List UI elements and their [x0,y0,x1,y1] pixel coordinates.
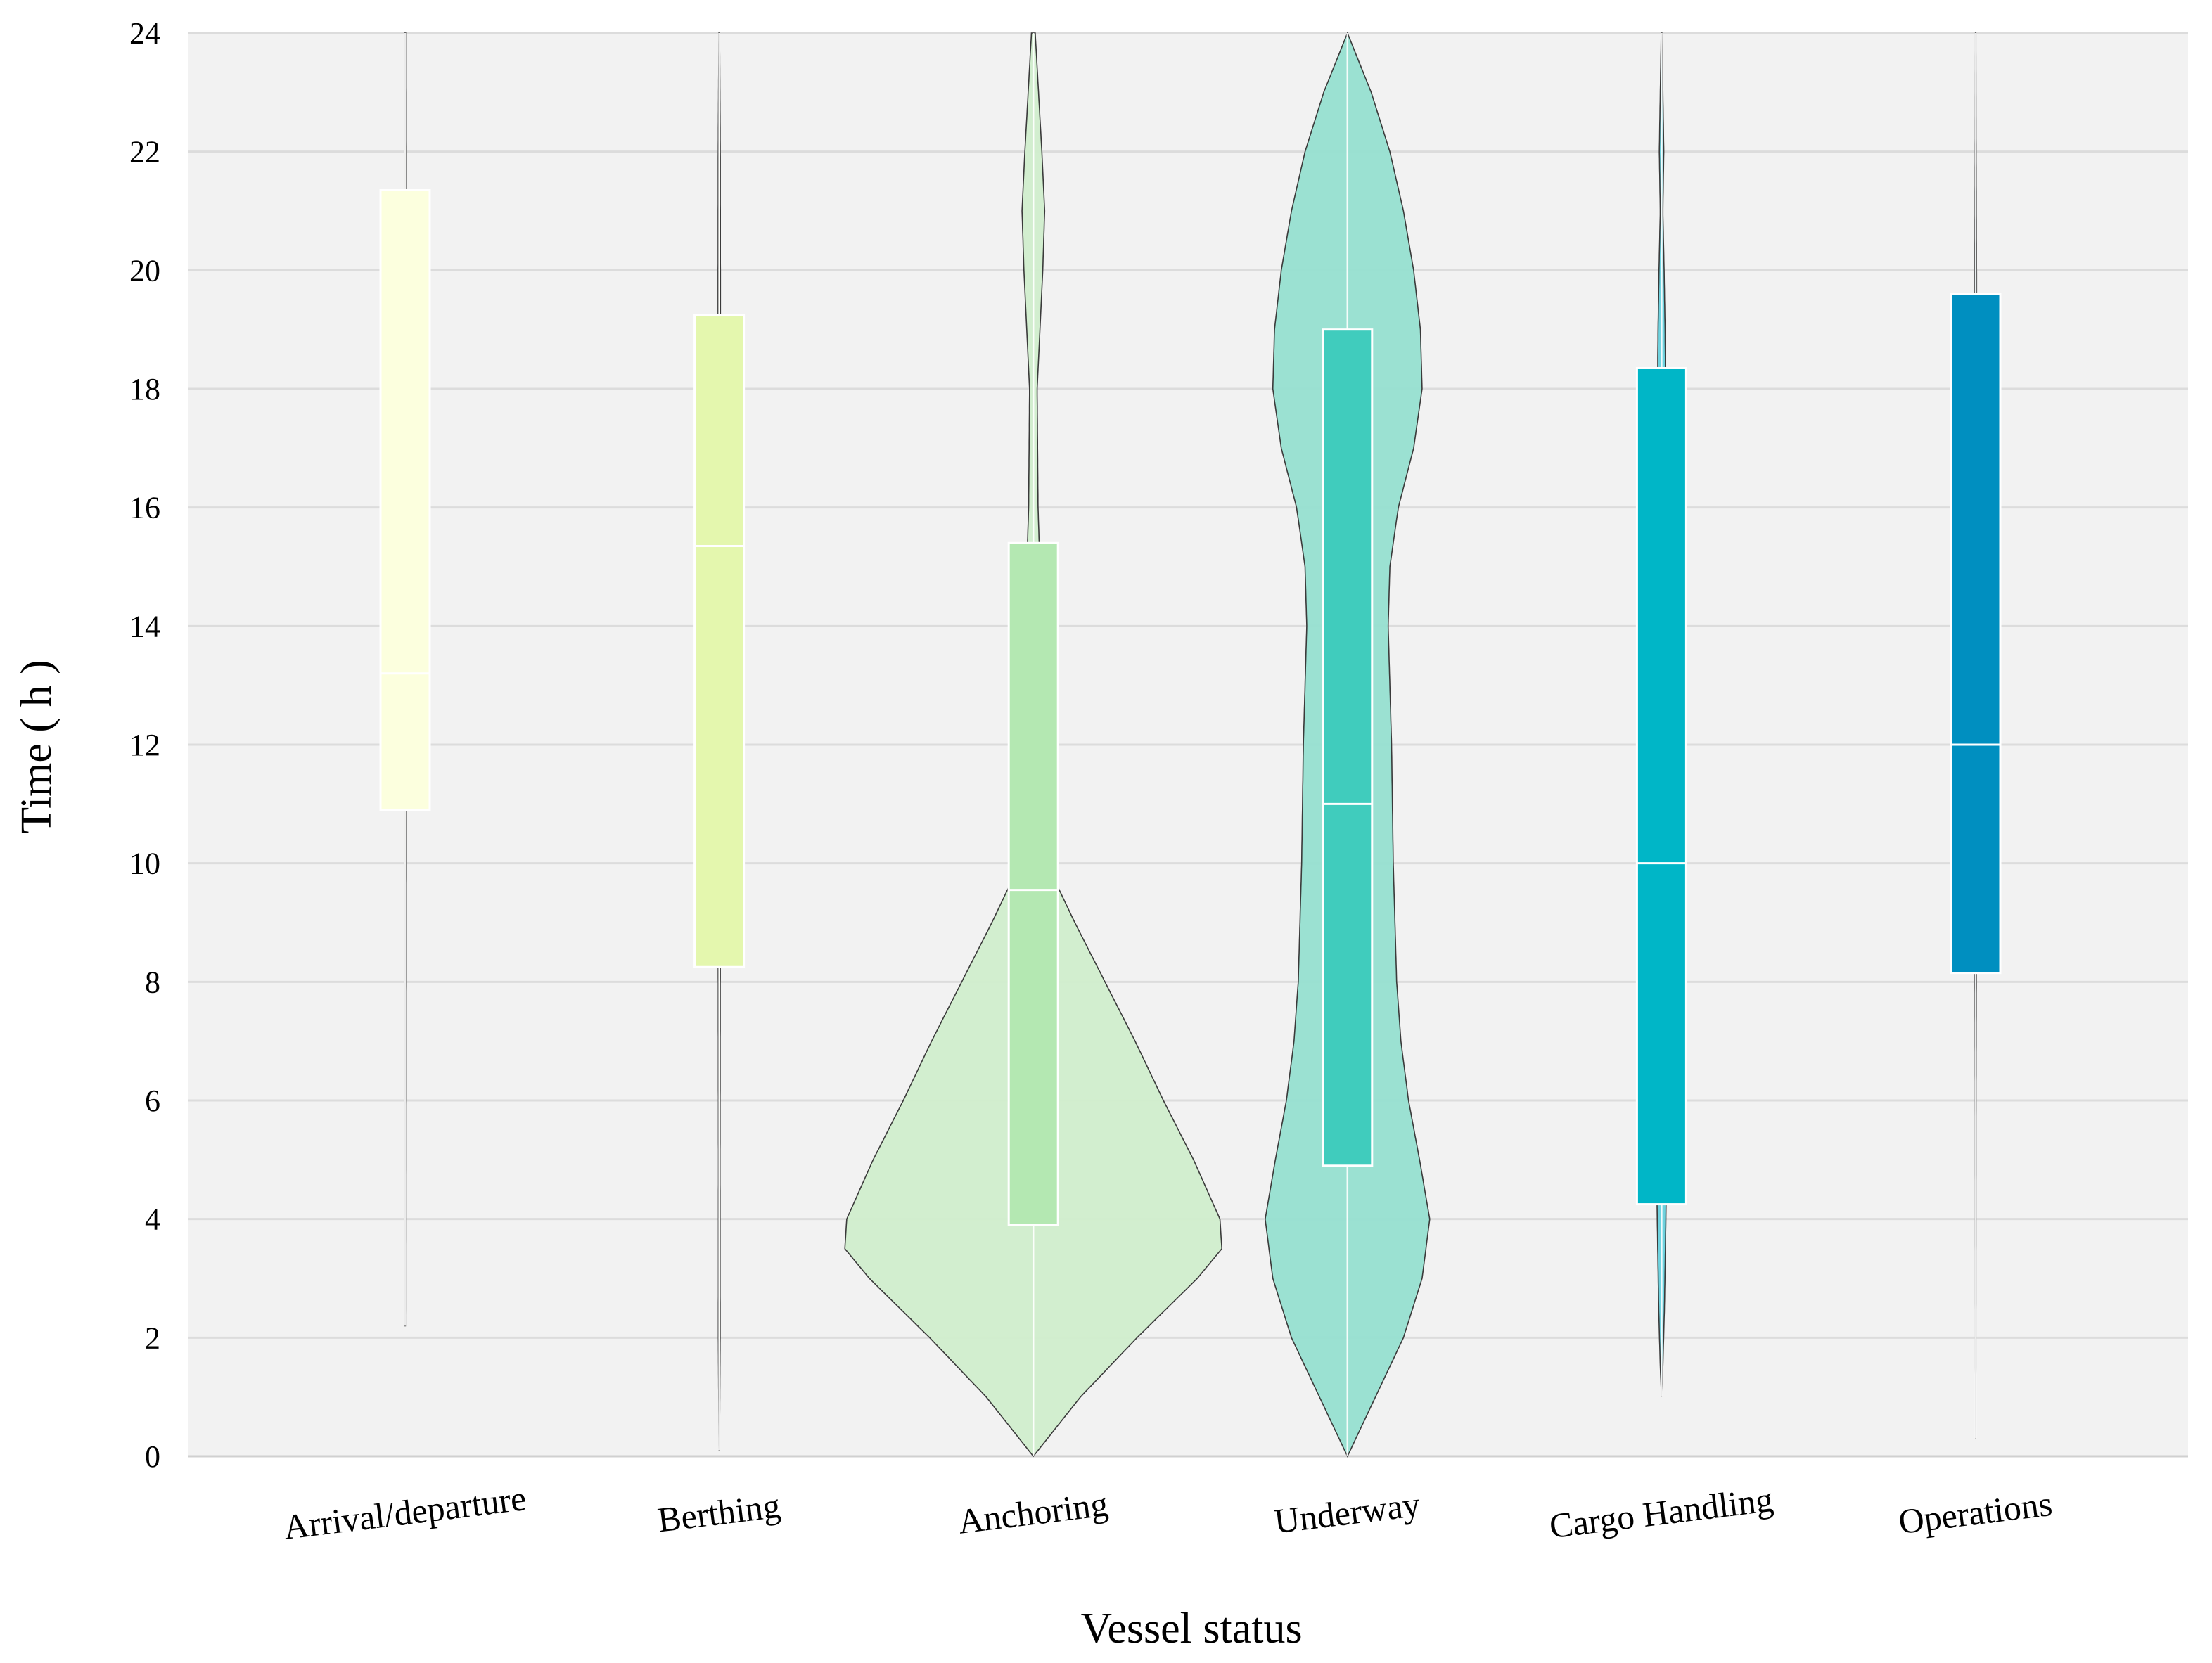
violin-group-4 [1264,31,1431,1458]
x-tick-label-2: Berthing [656,1486,783,1540]
iqr-box [1635,366,1687,1206]
y-tick-label-24: 24 [129,16,160,51]
iqr-box [1322,328,1374,1167]
y-tick-label-8: 8 [145,965,160,999]
iqr-box [693,314,746,968]
y-tick-label-20: 20 [129,253,160,288]
y-tick-label-10: 10 [129,847,160,881]
y-tick-label-0: 0 [145,1439,160,1474]
violin-group-6 [1950,32,2002,1439]
y-tick-label-14: 14 [129,609,160,643]
violin-group-2 [693,32,746,1451]
x-axis-labels: Arrival/departure Berthing Anchoring Underw… [281,1478,2054,1547]
y-tick-label-4: 4 [145,1202,160,1237]
x-axis-title: Vessel status [1080,1605,1302,1652]
y-tick-label-22: 22 [129,135,160,169]
iqr-box [1950,293,2002,975]
violin-group-3 [844,32,1223,1458]
x-tick-label-3: Anchoring [956,1484,1110,1541]
y-tick-label-6: 6 [145,1084,160,1118]
violin-group-1 [379,32,431,1327]
y-tick-label-18: 18 [129,372,160,406]
y-tick-label-16: 16 [129,491,160,525]
iqr-box [1007,541,1059,1226]
iqr-box [379,188,431,811]
violin-group-5 [1635,32,1687,1397]
violins [379,31,2002,1458]
y-axis-title: Time ( h ) [13,660,60,833]
x-tick-label-4: Underway [1272,1484,1423,1541]
x-tick-label-6: Operations [1896,1484,2054,1541]
y-tick-label-2: 2 [145,1321,160,1355]
y-tick-label-12: 12 [129,728,160,762]
x-tick-label-1: Arrival/departure [281,1478,528,1547]
x-tick-label-5: Cargo Handling [1547,1479,1775,1546]
